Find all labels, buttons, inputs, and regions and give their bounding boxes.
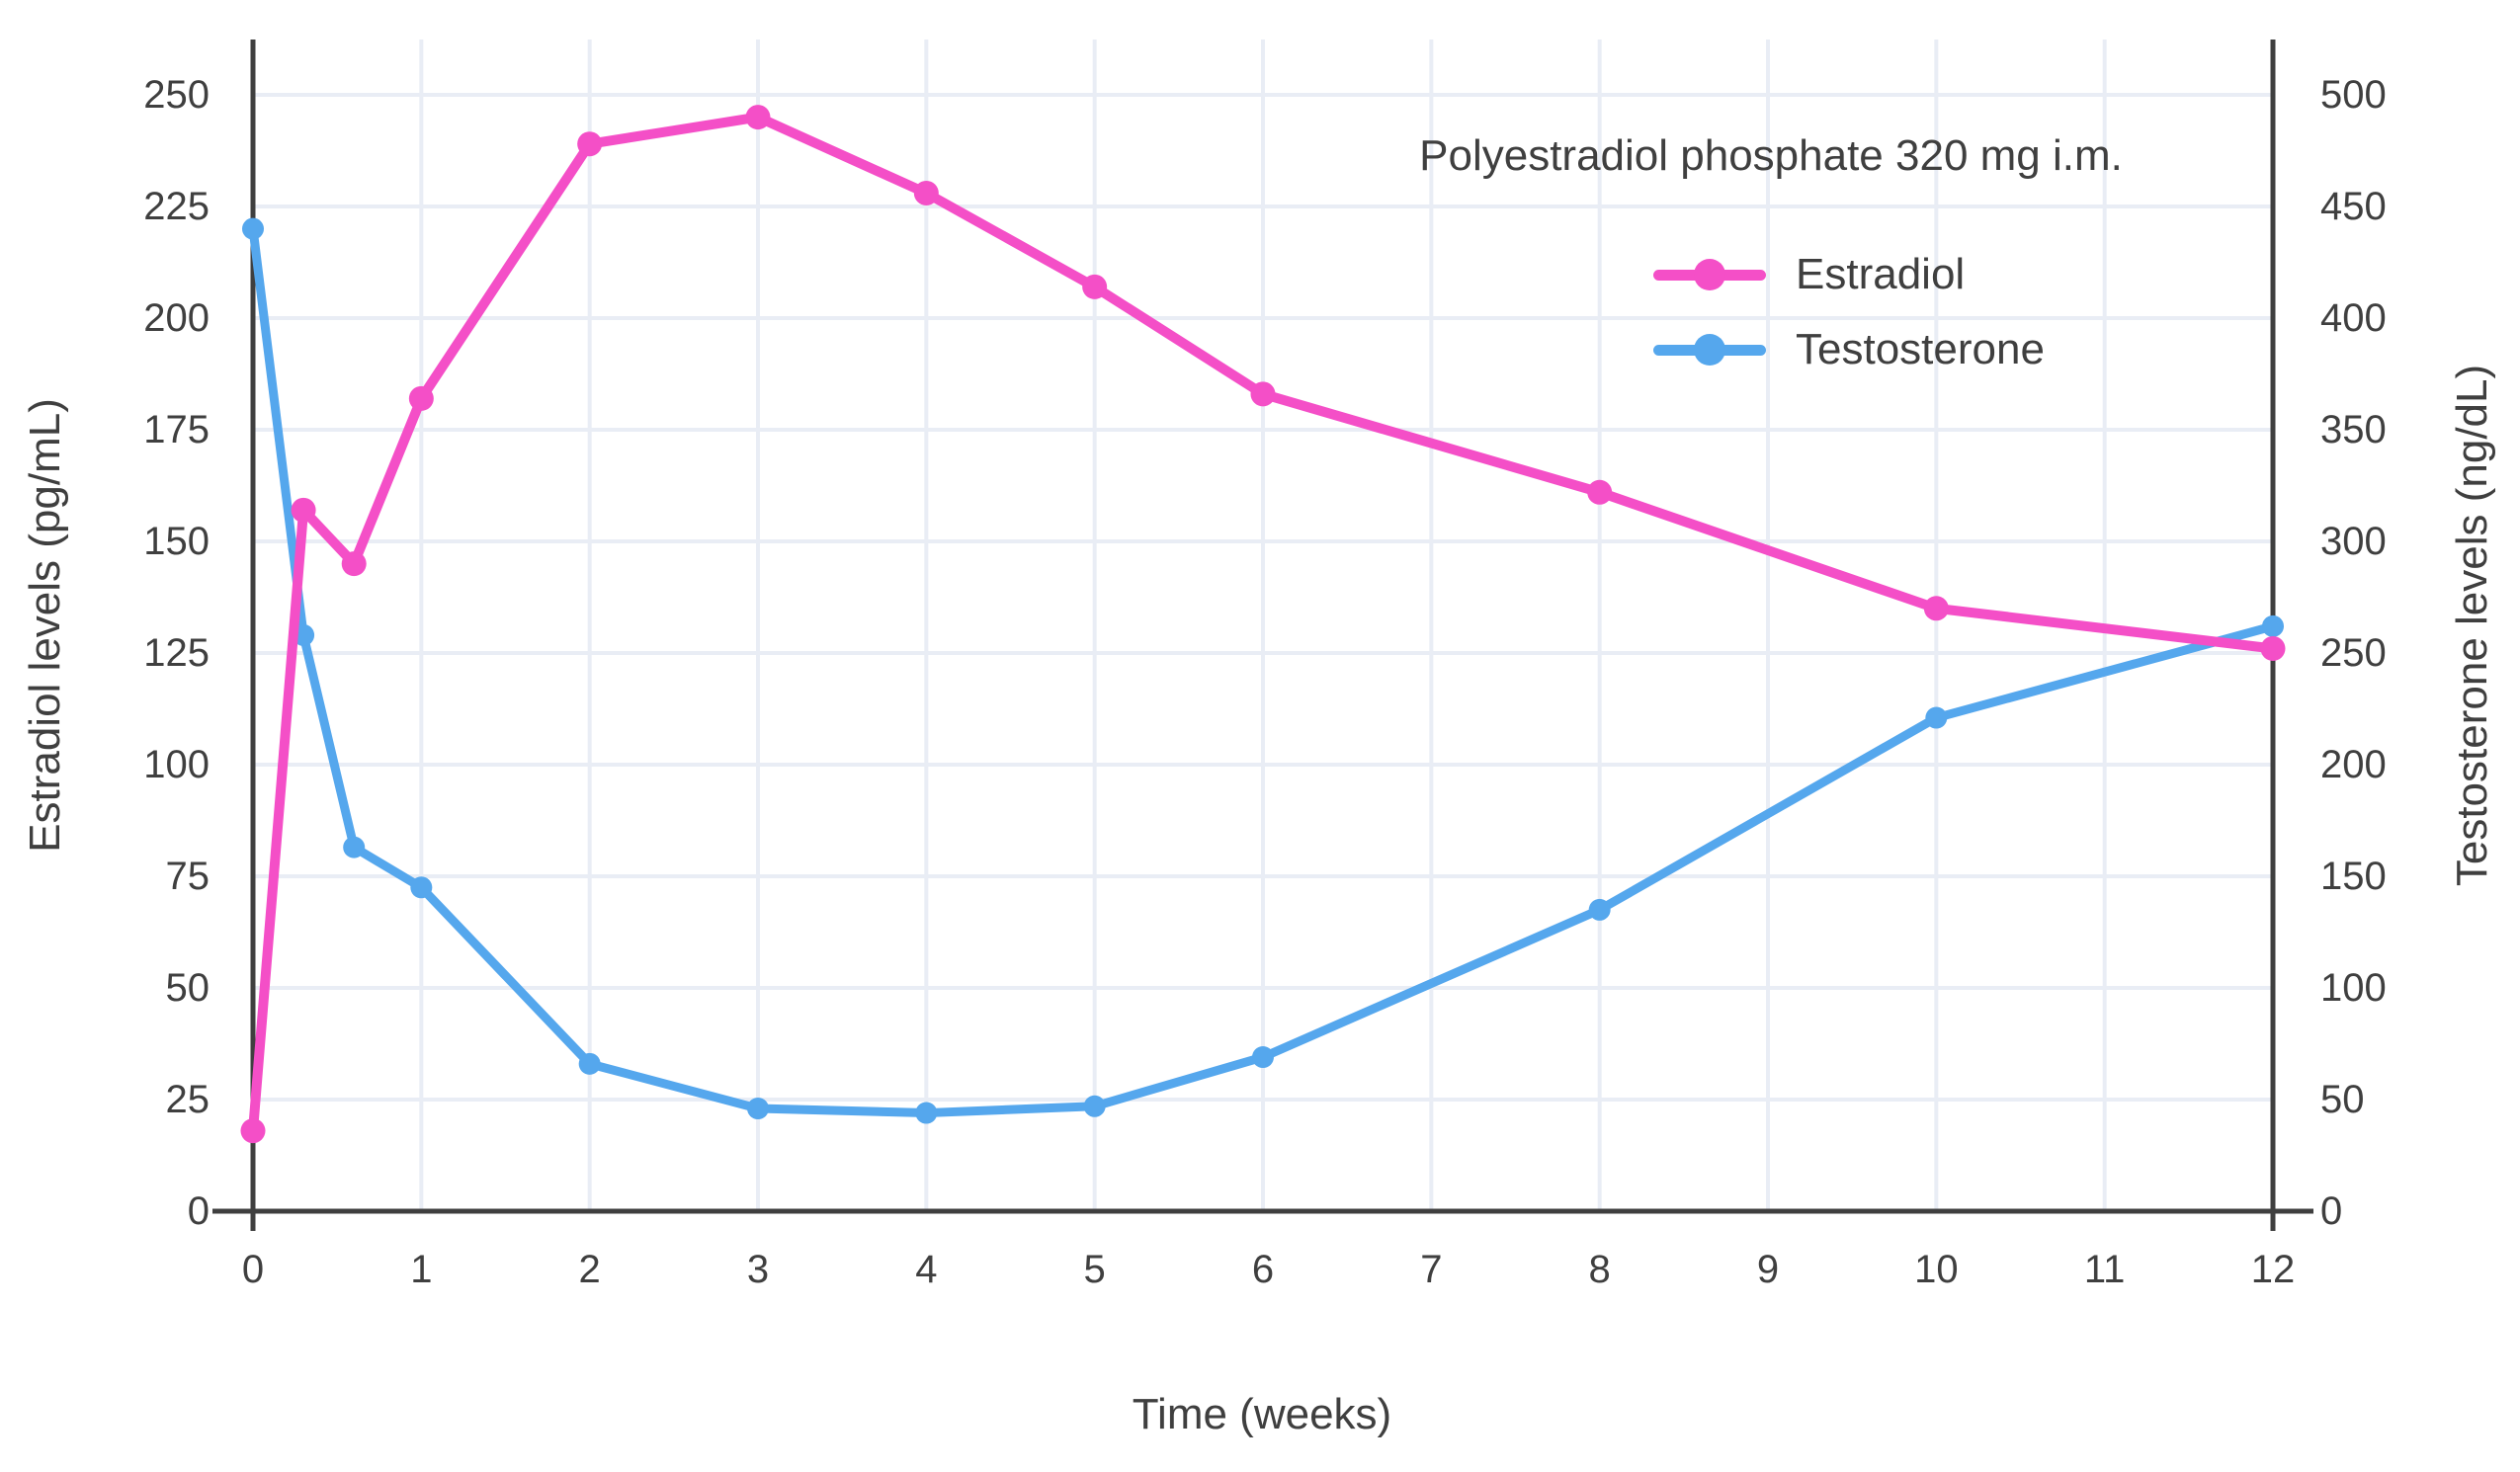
- x-axis-title: Time (weeks): [1132, 1390, 1392, 1438]
- estradiol-point: [1250, 381, 1276, 407]
- testosterone-point: [747, 1098, 769, 1120]
- estradiol-point: [745, 105, 771, 130]
- testosterone-point: [1083, 1095, 1106, 1117]
- estradiol-legend-label: Estradiol: [1796, 250, 1966, 298]
- y-right-tick-label: 450: [2320, 185, 2387, 228]
- estradiol-point: [1923, 596, 1949, 621]
- estradiol-point: [341, 551, 367, 577]
- estradiol-point: [1587, 479, 1613, 505]
- y-right-tick-label: 150: [2320, 855, 2387, 898]
- y-right-tick-label: 500: [2320, 73, 2387, 117]
- testosterone-point: [1925, 706, 1948, 729]
- testosterone-point: [578, 1052, 601, 1075]
- y-right-tick-label: 300: [2320, 520, 2387, 563]
- y-left-tick-label: 150: [143, 520, 210, 563]
- testosterone-point: [915, 1102, 938, 1124]
- testosterone-line: [248, 224, 2278, 1118]
- estradiol-point: [1082, 274, 1108, 299]
- x-tick-label: 9: [1757, 1248, 1779, 1291]
- x-tick-label: 12: [2251, 1248, 2296, 1291]
- y-axis-right-title: Testosterone levels (ng/dL): [2448, 364, 2496, 887]
- y-left-tick-label: 100: [143, 743, 210, 786]
- x-tick-label: 1: [410, 1248, 432, 1291]
- y-right-tick-label: 400: [2320, 296, 2387, 340]
- y-right-tick-label: 0: [2320, 1189, 2342, 1233]
- estradiol-point: [291, 497, 316, 523]
- testosterone-point: [1252, 1046, 1274, 1069]
- legend-item-estradiol[interactable]: Estradiol: [1653, 250, 2045, 299]
- x-tick-label: 6: [1252, 1248, 1274, 1291]
- y-right-tick-label: 50: [2320, 1078, 2365, 1121]
- estradiol-point: [577, 131, 603, 157]
- y-left-tick-label: 175: [143, 408, 210, 451]
- x-tick-label: 0: [242, 1248, 264, 1291]
- estradiol-point: [913, 180, 939, 205]
- y-left-tick-label: 250: [143, 73, 210, 117]
- y-right-tick-label: 350: [2320, 408, 2387, 451]
- estradiol-point: [2260, 635, 2286, 661]
- testosterone-legend-swatch: [1653, 344, 1766, 356]
- y-left-tick-label: 50: [166, 966, 210, 1010]
- testosterone-point: [343, 836, 366, 859]
- estradiol-point: [408, 385, 434, 411]
- testosterone-point: [2262, 614, 2284, 637]
- y-right-tick-label: 200: [2320, 743, 2387, 786]
- x-tick-label: 10: [1914, 1248, 1959, 1291]
- y-left-tick-label: 0: [188, 1189, 210, 1233]
- annotation-title: Polyestradiol phosphate 320 mg i.m.: [1419, 131, 2123, 180]
- testosterone-point: [410, 876, 433, 899]
- estradiol-legend-swatch: [1653, 269, 1766, 281]
- testosterone-legend-label: Testosterone: [1796, 325, 2045, 373]
- testosterone-point: [242, 217, 264, 240]
- y-left-tick-label: 225: [143, 185, 210, 228]
- y-left-tick-label: 200: [143, 296, 210, 340]
- y-left-tick-label: 75: [166, 855, 210, 898]
- x-tick-label: 7: [1420, 1248, 1442, 1291]
- x-tick-label: 11: [2084, 1248, 2126, 1291]
- y-left-tick-label: 25: [166, 1078, 210, 1121]
- legend-item-testosterone[interactable]: Testosterone: [1653, 325, 2045, 374]
- legend: Estradiol Testosterone: [1653, 250, 2045, 374]
- testosterone-point: [1588, 898, 1611, 921]
- x-tick-label: 3: [747, 1248, 769, 1291]
- x-tick-label: 4: [915, 1248, 937, 1291]
- y-axis-left-title: Estradiol levels (pg/mL): [21, 398, 69, 853]
- y-right-tick-label: 250: [2320, 631, 2387, 675]
- x-tick-label: 8: [1589, 1248, 1611, 1291]
- y-right-tick-label: 100: [2320, 966, 2387, 1010]
- estradiol-point: [240, 1118, 266, 1144]
- x-tick-label: 2: [579, 1248, 601, 1291]
- x-tick-label: 5: [1084, 1248, 1106, 1291]
- y-left-tick-label: 125: [143, 631, 210, 675]
